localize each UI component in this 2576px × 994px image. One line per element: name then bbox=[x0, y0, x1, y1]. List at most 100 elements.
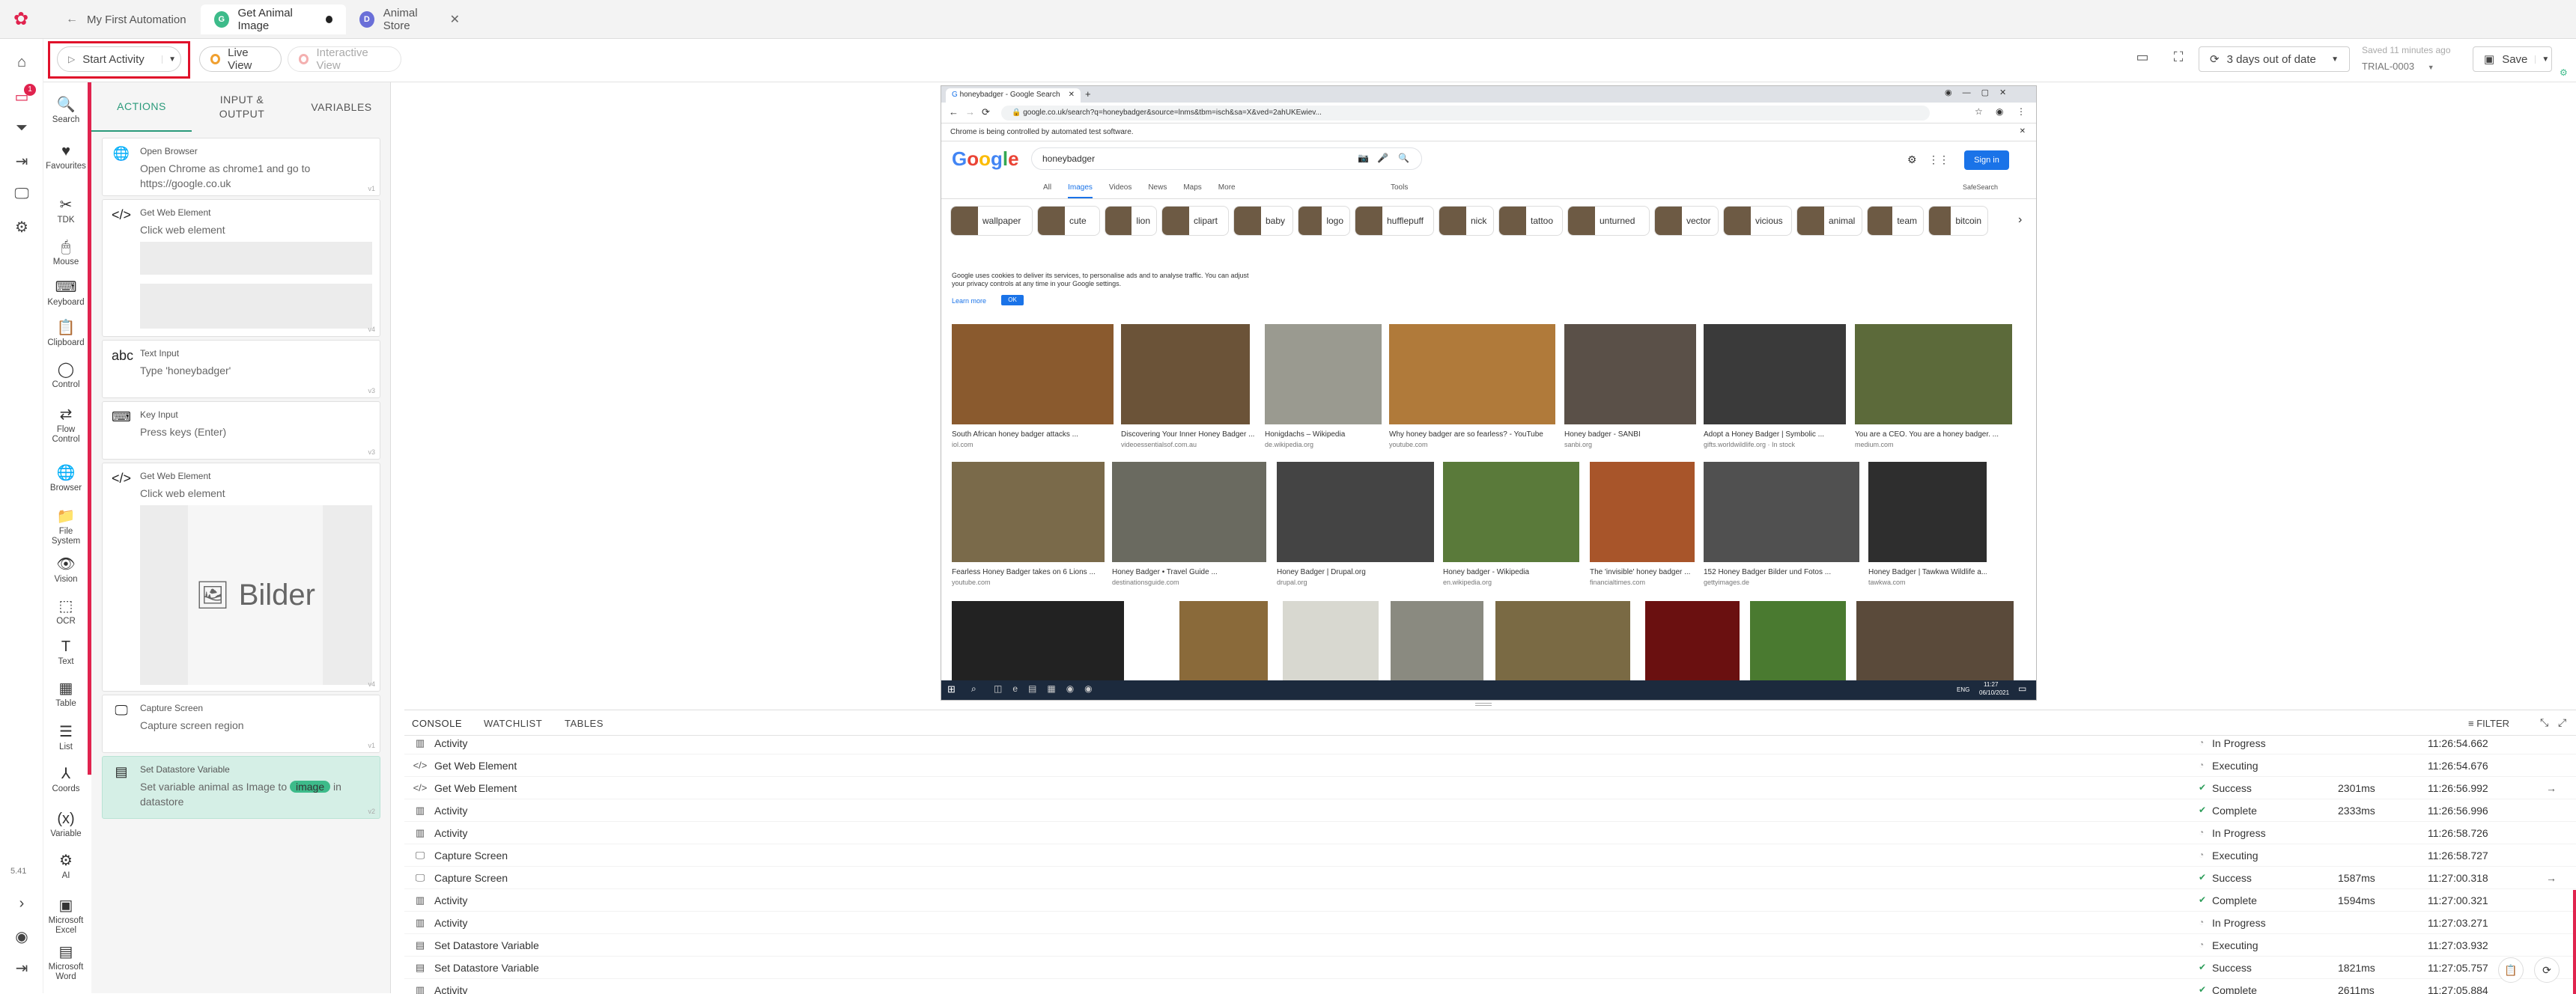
tool-ocr[interactable]: ⬚ OCR bbox=[43, 597, 88, 626]
tool-microsoft-word[interactable]: ▤ Microsoft Word bbox=[43, 943, 88, 982]
result-caption[interactable]: Adopt a Honey Badger | Symbolic ... bbox=[1704, 430, 1825, 439]
log-row[interactable]: </> Get Web Element ✔ Success 2301ms 11:26:56… bbox=[404, 777, 2576, 799]
result-image[interactable] bbox=[952, 324, 1114, 424]
gear-icon[interactable]: ⚙ bbox=[1907, 153, 1917, 165]
result-caption[interactable]: South African honey badger attacks ... bbox=[952, 430, 1078, 439]
chevron-down-icon[interactable]: ▼ bbox=[162, 55, 176, 64]
out-of-date-button[interactable]: ⟳ 3 days out of date ▼ bbox=[2199, 46, 2350, 72]
related-chip[interactable]: logo bbox=[1298, 206, 1350, 236]
tool-ai[interactable]: ⚙ AI bbox=[43, 852, 88, 881]
home-icon[interactable]: ⌂ bbox=[16, 53, 27, 70]
result-image[interactable] bbox=[1855, 324, 2012, 424]
collapse-icon[interactable]: ⤡ bbox=[2540, 716, 2549, 728]
result-caption[interactable]: Honigdachs – Wikipedia bbox=[1265, 430, 1346, 439]
tools-link[interactable]: Tools bbox=[1391, 183, 1409, 192]
tool-control[interactable]: ◯ Control bbox=[43, 361, 88, 390]
log-row[interactable]: ▤ Set Datastore Variable ✔ Success 1821ms 11:… bbox=[404, 957, 2576, 979]
close-icon[interactable]: ✕ bbox=[1068, 91, 1075, 99]
expand-panel-icon[interactable]: ⤢ bbox=[2558, 716, 2567, 728]
action-card[interactable]: </> Get Web Element Click web element v4 bbox=[102, 199, 380, 337]
action-card[interactable]: ▤ Set Datastore Variable Set variable anim… bbox=[102, 756, 380, 819]
taskbar-search-icon[interactable]: ⌕ bbox=[971, 683, 976, 694]
apps-icon[interactable]: ⋮⋮ bbox=[1928, 153, 1949, 165]
nav-news[interactable]: News bbox=[1148, 183, 1167, 192]
tool-variable[interactable]: (x) Variable bbox=[43, 810, 88, 839]
result-caption[interactable]: Honey Badger • Travel Guide ... bbox=[1112, 568, 1218, 576]
related-chip[interactable]: cute bbox=[1037, 206, 1100, 236]
close-icon[interactable]: ✕ bbox=[449, 13, 460, 26]
search-icon[interactable]: 🔍 bbox=[1398, 153, 1409, 163]
log-row[interactable]: ▥ Activity ◔ In Progress 11:26:54.662 bbox=[404, 737, 2576, 754]
mic-icon[interactable]: 🎤 bbox=[1377, 153, 1388, 163]
google-search-box[interactable]: honeybadger 📷 🎤 🔍 bbox=[1031, 147, 1422, 170]
result-image[interactable] bbox=[1495, 601, 1630, 680]
tool-favourites[interactable]: ♥ Favourites bbox=[43, 142, 88, 171]
result-caption[interactable]: Honey badger - Wikipedia bbox=[1443, 568, 1530, 576]
new-tab-icon[interactable]: + bbox=[1085, 88, 1091, 100]
tool-coords[interactable]: ⅄ Coords bbox=[43, 765, 88, 794]
action-card[interactable]: 🌐 Open Browser Open Chrome as chrome1 and … bbox=[102, 138, 380, 196]
related-chip[interactable]: baby bbox=[1233, 206, 1293, 236]
tool-flow-control[interactable]: ⇄ Flow Control bbox=[43, 406, 88, 445]
tab-tables[interactable]: TABLES bbox=[565, 718, 604, 729]
tool-microsoft-excel[interactable]: ▣ Microsoft Excel bbox=[43, 897, 88, 936]
tool-keyboard[interactable]: ⌨ Keyboard bbox=[43, 278, 88, 308]
result-caption[interactable]: The 'invisible' honey badger ... bbox=[1590, 568, 1691, 576]
reload-icon[interactable]: ⟳ bbox=[982, 106, 990, 118]
log-row[interactable]: ▥ Activity ✔ Complete 2611ms 11:27:05.884 bbox=[404, 979, 2576, 994]
live-view-button[interactable]: Live View bbox=[199, 46, 282, 72]
tool-vision[interactable]: 👁 Vision bbox=[43, 555, 88, 585]
result-image[interactable] bbox=[1856, 601, 2014, 680]
result-caption[interactable]: Why honey badger are so fearless? - YouT… bbox=[1389, 430, 1543, 439]
related-chip[interactable]: vector bbox=[1654, 206, 1719, 236]
result-caption[interactable]: You are a CEO. You are a honey badger. .… bbox=[1855, 430, 1999, 439]
result-image[interactable] bbox=[1564, 324, 1696, 424]
account-icon[interactable]: ◉ bbox=[15, 928, 28, 945]
tool-clipboard[interactable]: 📋 Clipboard bbox=[43, 319, 88, 348]
action-card[interactable]: ⌨ Key Input Press keys (Enter) v3 bbox=[102, 401, 380, 460]
result-image[interactable] bbox=[1590, 462, 1695, 562]
forward-icon[interactable]: → bbox=[965, 106, 975, 118]
close-icon[interactable]: ✕ bbox=[2019, 127, 2026, 135]
log-row[interactable]: ▥ Activity ◔ In Progress 11:27:03.271 bbox=[404, 912, 2576, 934]
nav-images[interactable]: Images bbox=[1068, 183, 1093, 198]
chrome-tab[interactable]: G honeybadger - Google Search ✕ bbox=[946, 88, 1081, 103]
trial-version[interactable]: TRIAL-0003 ▼ bbox=[2362, 61, 2434, 72]
interactive-view-button[interactable]: Interactive View bbox=[288, 46, 401, 72]
variable-chip[interactable]: image bbox=[290, 781, 331, 793]
result-image[interactable] bbox=[952, 601, 1124, 680]
result-caption[interactable]: Honey badger - SANBI bbox=[1564, 430, 1641, 439]
related-chip[interactable]: bitcoin bbox=[1928, 206, 1988, 236]
windows-start-icon[interactable]: ⊞ bbox=[947, 683, 956, 695]
tool-text[interactable]: T Text bbox=[43, 638, 88, 667]
result-image[interactable] bbox=[1750, 601, 1846, 680]
log-row[interactable]: ▥ Activity ✔ Complete 2333ms 11:26:56.996 bbox=[404, 799, 2576, 822]
result-caption[interactable]: Honey Badger | Drupal.org bbox=[1277, 568, 1366, 576]
address-bar[interactable]: 🔒 google.co.uk/search?q=honeybadger&sour… bbox=[1001, 106, 1930, 121]
fullscreen-icon[interactable]: ⛶ bbox=[2173, 49, 2184, 64]
chevron-right-icon[interactable]: › bbox=[2018, 213, 2023, 226]
result-caption[interactable]: Honey Badger | Tawkwa Wildlife a... bbox=[1868, 568, 1987, 576]
related-chip[interactable]: hufflepuff bbox=[1355, 206, 1434, 236]
export-icon[interactable]: ⇥ bbox=[15, 153, 28, 170]
filter-button[interactable]: ≡ FILTER bbox=[2468, 718, 2509, 729]
related-chip[interactable]: animal bbox=[1796, 206, 1862, 236]
related-chip[interactable]: lion bbox=[1105, 206, 1157, 236]
nav-videos[interactable]: Videos bbox=[1108, 183, 1132, 192]
safesearch-link[interactable]: SafeSearch bbox=[1963, 183, 1999, 191]
tab-watchlist[interactable]: WATCHLIST bbox=[484, 718, 543, 729]
related-chip[interactable]: tattoo bbox=[1498, 206, 1563, 236]
result-image[interactable] bbox=[952, 462, 1105, 562]
log-row[interactable]: ▥ Activity ✔ Complete 1594ms 11:27:00.321 bbox=[404, 889, 2576, 912]
result-image[interactable] bbox=[1704, 324, 1846, 424]
back-icon[interactable]: ← bbox=[949, 106, 959, 118]
result-caption[interactable]: Fearless Honey Badger takes on 6 Lions .… bbox=[952, 568, 1096, 576]
clipboard-icon[interactable]: 📋 bbox=[2498, 957, 2524, 983]
settings-icon[interactable]: ⚙ bbox=[15, 219, 28, 236]
ok-button[interactable]: OK bbox=[1001, 295, 1024, 305]
nav-all[interactable]: All bbox=[1043, 183, 1052, 192]
settings-small-icon[interactable]: ⚙ bbox=[2560, 67, 2568, 78]
notification-center-icon[interactable]: ▭ bbox=[2018, 683, 2027, 694]
related-chip[interactable]: nick bbox=[1439, 206, 1494, 236]
result-image[interactable] bbox=[1391, 601, 1483, 680]
